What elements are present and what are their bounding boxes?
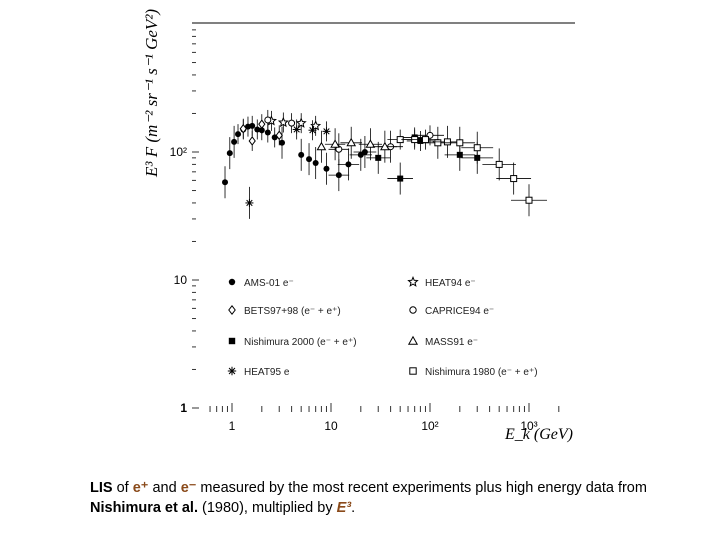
y-axis-label: E³ F (m⁻² sr⁻¹ s⁻¹ GeV²) (142, 8, 161, 177)
y-tick-label: 10² (170, 145, 187, 159)
caption-positron: e⁺ (132, 480, 149, 496)
bets97-98-e-e-marker (228, 304, 236, 316)
ams-01-e-marker (249, 122, 256, 129)
nishimura-1980-e-e-marker (409, 367, 417, 375)
heat95-e-marker (322, 127, 331, 136)
ams-01-e-marker (345, 161, 352, 168)
mass91-e-marker (330, 139, 340, 148)
mass91-e-marker (346, 137, 357, 147)
nishimura-1980-e-e-marker (473, 144, 481, 152)
nishimura-1980-e-e-marker (510, 175, 518, 183)
ams-01-e-marker (306, 156, 313, 163)
ams-01-e-marker (264, 129, 271, 136)
heat94-e-marker (310, 120, 322, 131)
ams-01-e-marker (361, 149, 368, 155)
heat95-e-marker (292, 125, 301, 134)
caprice94-e-marker (409, 306, 417, 314)
caption-text-4: (1980), multiplied by (197, 500, 337, 516)
nishimura-1980-e-e-marker (456, 139, 464, 147)
nishimura-1980-e-e-marker (525, 196, 533, 204)
y-axis: 1 10 10² (170, 29, 199, 415)
legend-label: HEAT95 e (244, 367, 290, 378)
ams-01-e-marker (254, 126, 261, 133)
nishimura-1980-e-e-marker (495, 160, 503, 168)
x-tick-label: 10 (324, 419, 338, 433)
x-axis-label: E_k (GeV) (505, 426, 573, 443)
ams-01-e-marker (231, 138, 238, 145)
bets97-98-e-e-marker (248, 136, 256, 146)
legend-label: Nishimura 1980 (e⁻ + e⁺) (425, 367, 538, 378)
y-tick-label: 10 (174, 273, 188, 287)
nishimura-2000-e-e-marker (417, 137, 424, 144)
nishimura-1980-e-e-marker (443, 138, 451, 146)
caprice94-e-marker (288, 119, 296, 127)
ams-01-e-marker (279, 139, 286, 146)
ams-01-e-marker (335, 172, 342, 179)
ams-01-e-marker (226, 150, 233, 157)
nishimura-1980-e-e-marker (421, 136, 429, 144)
figure-caption: LIS of e⁺ and e⁻ measured by the most re… (90, 478, 650, 518)
legend: AMS-01 e⁻ BETS97+98 (e⁻ + e⁺) Nishimura 20… (227, 275, 538, 378)
caprice94-e-marker (264, 116, 272, 124)
heat95-e-marker (245, 198, 254, 207)
nishimura-2000-e-e-marker (375, 154, 382, 161)
bets97-98-e-e-marker (239, 123, 247, 134)
mass91-e-marker (316, 141, 327, 151)
mass91-e-marker (380, 141, 390, 151)
mass91-e-marker (407, 335, 419, 345)
heat94-e-marker (407, 275, 419, 287)
caption-lis: LIS (90, 480, 113, 496)
nishimura-2000-e-e-marker (397, 175, 404, 182)
nishimura-1980-e-e-marker (434, 139, 442, 147)
ams-01-e-marker (312, 160, 319, 167)
ams-01-e-marker (235, 131, 242, 138)
heat94-e-marker (277, 116, 289, 128)
caption-text-2: and (148, 480, 181, 496)
bets97-98-e-e-marker (275, 130, 283, 141)
mass91-e-marker (365, 139, 376, 148)
nishimura-2000-e-e-marker (228, 337, 236, 345)
legend-label: HEAT94 e⁻ (425, 278, 476, 289)
ams-01-e-marker (222, 179, 229, 186)
ams-01-e-marker (228, 278, 236, 286)
legend-label: Nishimura 2000 (e⁻ + e⁺) (244, 337, 357, 348)
legend-label: MASS91 e⁻ (425, 337, 478, 348)
caption-e3: E³ (336, 500, 352, 516)
ams-01-e-marker (298, 151, 305, 158)
heat94-e-marker (295, 117, 307, 128)
caption-text-5: . (351, 500, 356, 516)
legend-label: AMS-01 e⁻ (244, 278, 294, 289)
bets97-98-e-e-marker (258, 119, 266, 129)
legend-label: BETS97+98 (e⁻ + e⁺) (244, 306, 341, 317)
spectrum-chart: 1 10 10² 1 10 10² 10³ AMS-01 e⁻ BETS97+98 (e⁻ … (170, 22, 575, 433)
caption-nishimura: Nishimura et al. (90, 500, 198, 516)
y-tick-label: 1 (180, 401, 187, 415)
x-tick-label: 10² (421, 419, 438, 433)
x-tick-label: 1 (229, 419, 236, 433)
data-points (222, 109, 547, 219)
heat95-e-marker (227, 366, 237, 376)
legend-label: CAPRICE94 e⁻ (425, 306, 494, 317)
caption-electron: e⁻ (180, 480, 197, 496)
caption-text-3: measured by the most recent experiments … (196, 480, 647, 496)
ams-01-e-marker (323, 165, 330, 172)
caption-text-1: of (112, 480, 133, 496)
x-axis: 1 10 10² 10³ (209, 403, 560, 433)
x-tick-label: 10³ (520, 419, 537, 433)
